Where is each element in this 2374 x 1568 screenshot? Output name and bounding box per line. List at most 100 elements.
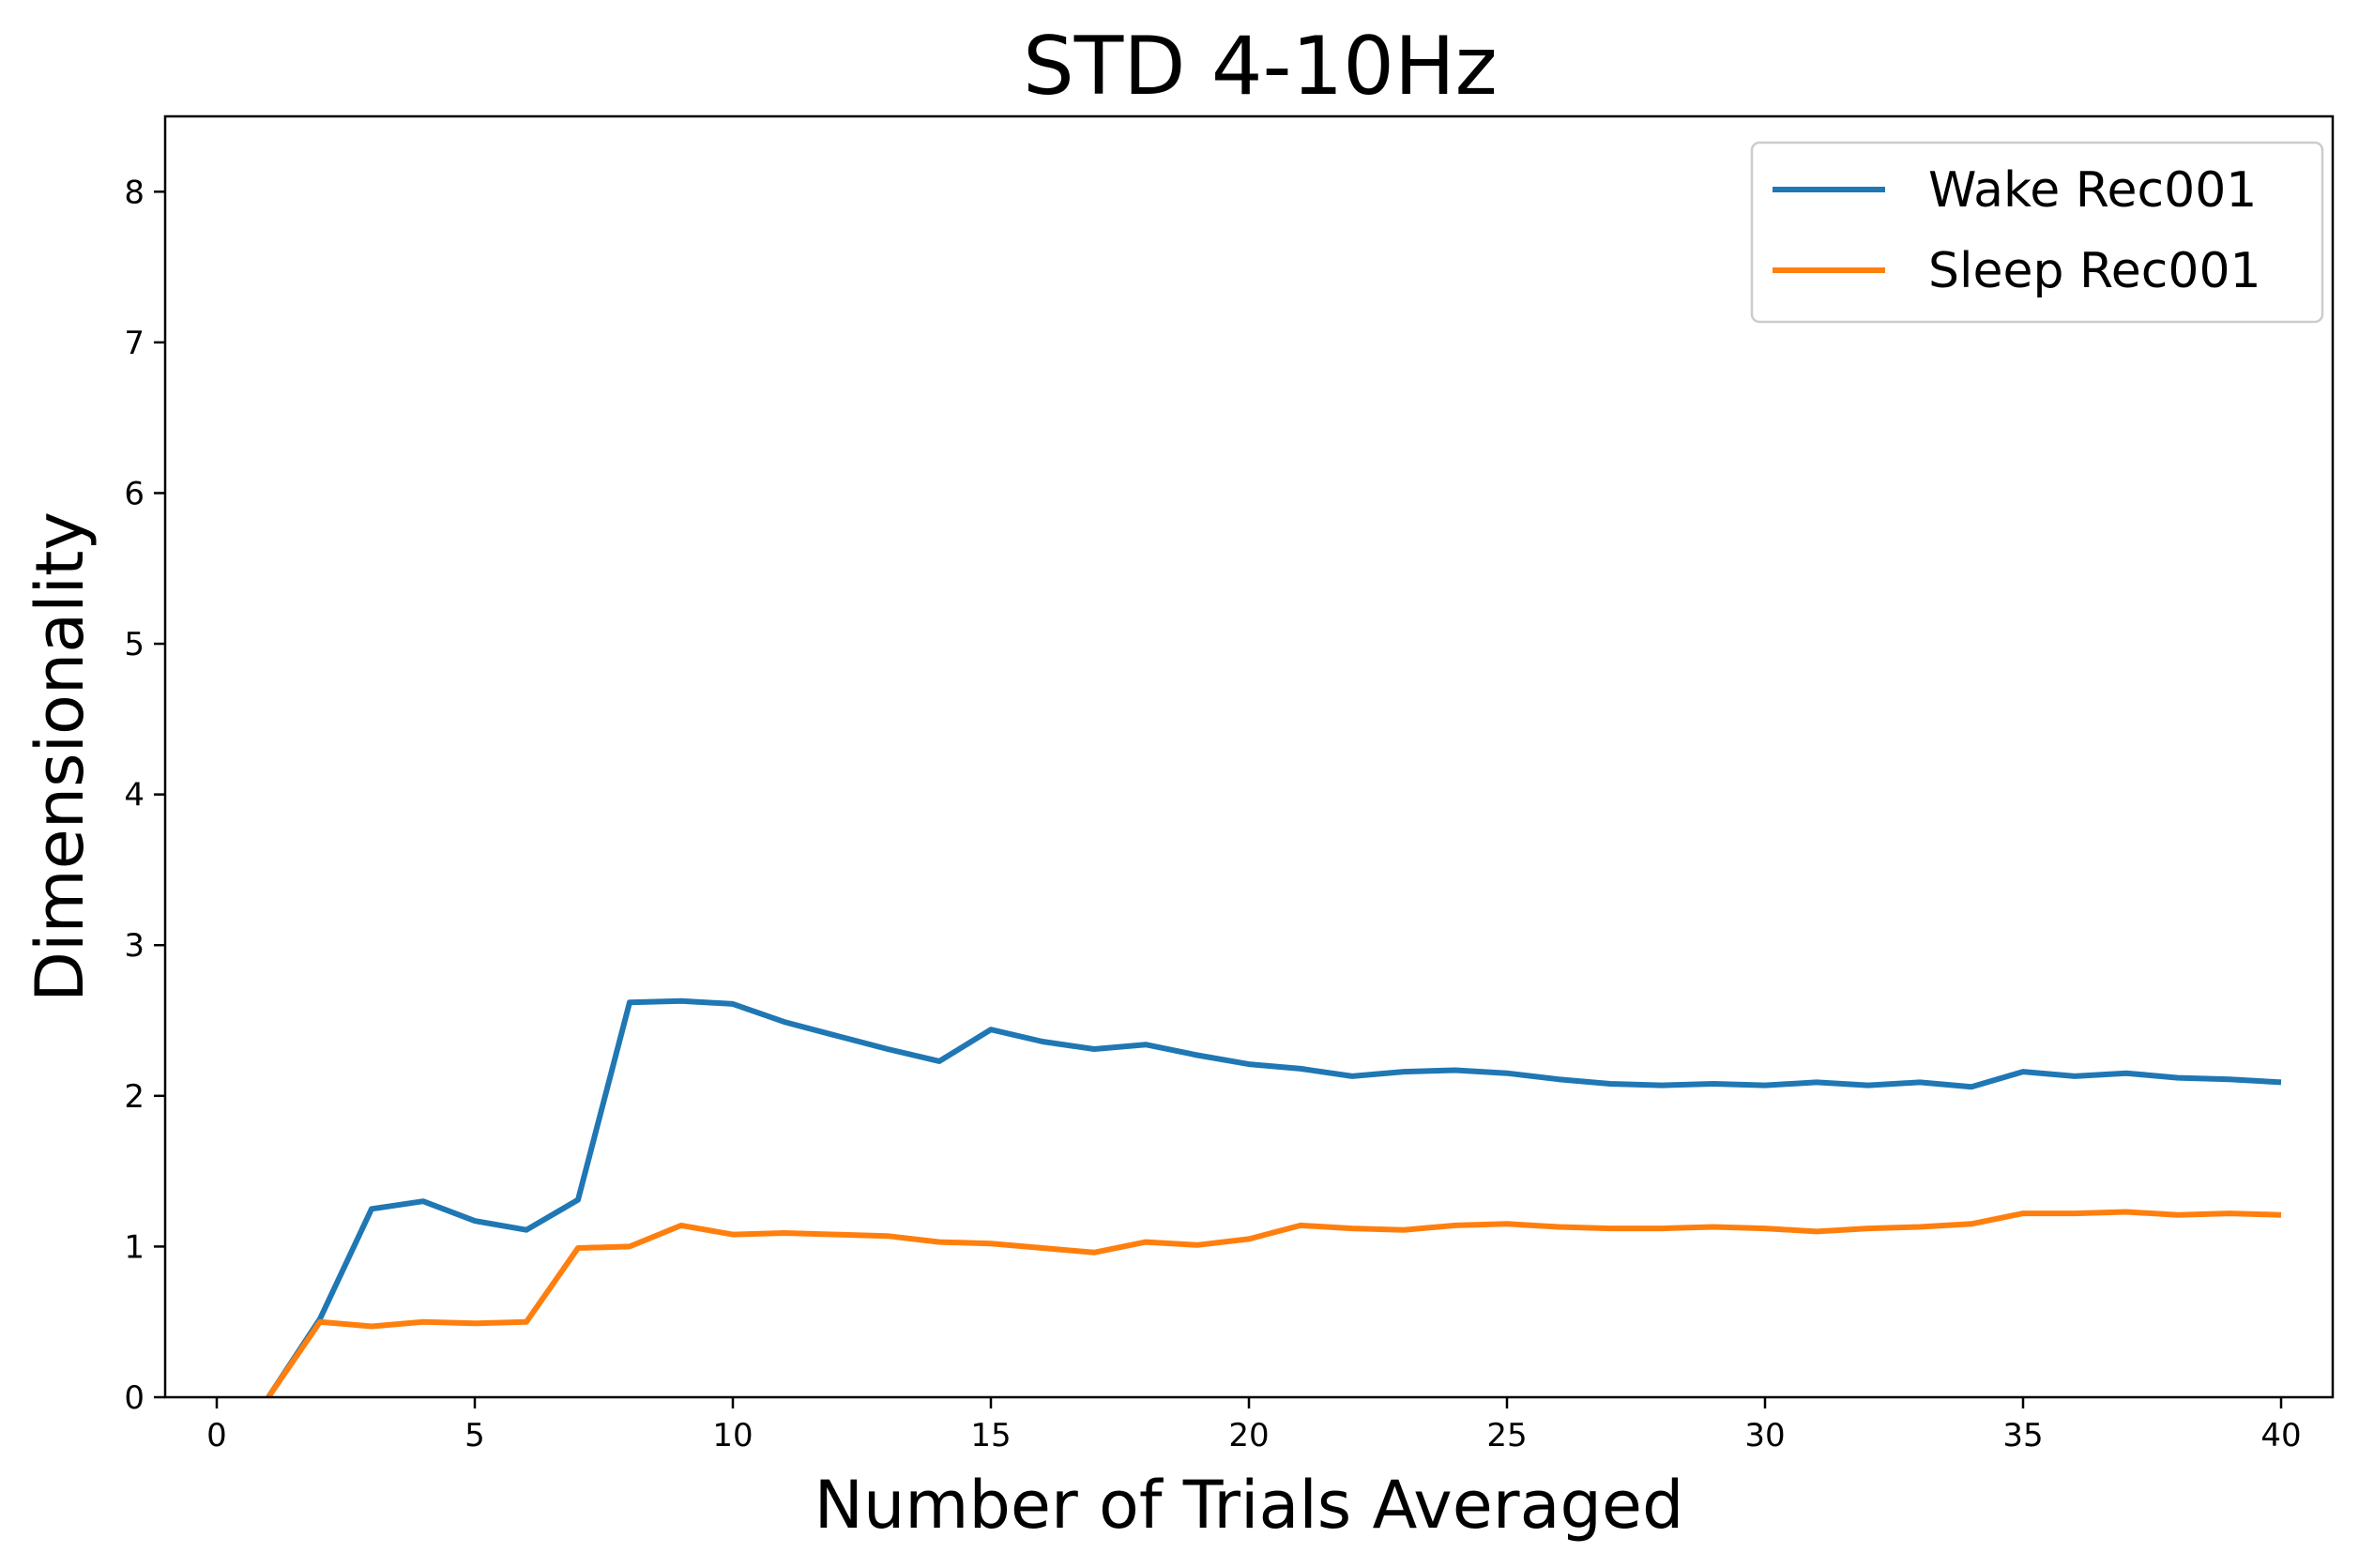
data-point: [1349, 1225, 1355, 1231]
x-tick-label: 25: [1486, 1417, 1527, 1454]
data-point: [1865, 1083, 1871, 1088]
data-point: [1246, 1061, 1252, 1067]
data-point: [2175, 1212, 2181, 1218]
data-point: [678, 1223, 684, 1228]
data-point: [2175, 1075, 2181, 1081]
x-tick-label: 20: [1228, 1417, 1269, 1454]
chart-title: STD 4-10Hz: [1023, 20, 1498, 114]
series-1: [266, 997, 2284, 1397]
x-tick-label: 0: [206, 1417, 227, 1454]
plot-area: [266, 997, 2284, 1397]
legend: Wake Rec001 Sleep Rec001: [1750, 141, 2324, 324]
data-point: [1195, 1052, 1200, 1058]
data-point: [1762, 1225, 1768, 1231]
data-point: [833, 1232, 839, 1238]
data-point: [2278, 1079, 2284, 1085]
y-tick-label: 6: [124, 475, 145, 512]
data-point: [1917, 1079, 1923, 1085]
data-point: [1556, 1225, 1561, 1230]
data-point: [472, 1218, 478, 1224]
data-point: [575, 1245, 581, 1251]
y-tick-label: 4: [124, 777, 145, 814]
data-point: [1453, 1068, 1458, 1073]
y-axis-label: Dimensionality: [22, 511, 99, 1002]
data-point: [317, 1319, 323, 1325]
data-point: [1298, 1066, 1303, 1072]
x-tick-label: 35: [2002, 1417, 2043, 1454]
legend-box: [1750, 141, 2324, 324]
data-point: [1504, 1221, 1510, 1226]
data-point: [524, 1319, 529, 1325]
data-point: [575, 1197, 581, 1203]
data-point: [472, 1320, 478, 1326]
data-point: [1453, 1223, 1458, 1228]
data-point: [833, 1033, 839, 1039]
y-tick-label: 5: [124, 626, 145, 663]
data-point: [1091, 1046, 1097, 1052]
legend-label: Wake Rec001: [1928, 162, 2257, 219]
data-point: [2072, 1073, 2077, 1079]
y-tick-label: 3: [124, 927, 145, 965]
series-line: [266, 1209, 2282, 1397]
data-point: [2072, 1210, 2077, 1216]
data-point: [730, 1232, 736, 1238]
data-point: [1659, 1225, 1665, 1231]
legend-item: Wake Rec001: [1773, 162, 2257, 219]
data-point: [1195, 1242, 1200, 1248]
data-point: [627, 999, 632, 1005]
y-tick-label: 7: [124, 325, 145, 362]
data-point: [2123, 1071, 2129, 1076]
data-point: [885, 1046, 890, 1052]
y-tick-label: 2: [124, 1078, 145, 1116]
data-point: [1711, 1225, 1716, 1230]
data-point: [1865, 1225, 1871, 1231]
data-point: [1143, 1042, 1149, 1047]
data-point: [1711, 1081, 1716, 1087]
data-point: [1969, 1221, 1974, 1226]
data-point: [524, 1227, 529, 1233]
data-point: [627, 1243, 632, 1249]
data-point: [369, 1324, 374, 1330]
data-point: [1401, 1069, 1407, 1074]
legend-label: Sleep Rec001: [1928, 243, 2261, 299]
legend-item: Sleep Rec001: [1773, 243, 2261, 299]
y-axis: 0 1 2 3 4 5 6 7 8: [124, 174, 165, 1417]
data-point: [885, 1233, 890, 1239]
data-point: [1091, 1250, 1097, 1256]
x-tick-label: 5: [464, 1417, 485, 1454]
data-point: [1659, 1083, 1665, 1088]
x-tick-label: 10: [712, 1417, 753, 1454]
data-point: [1556, 1076, 1561, 1082]
data-point: [936, 1058, 942, 1064]
data-point: [2123, 1209, 2129, 1214]
data-point: [420, 1319, 426, 1325]
series-line: [266, 997, 2282, 1397]
data-point: [2020, 1069, 2026, 1074]
x-tick-label: 30: [1744, 1417, 1785, 1454]
data-point: [2278, 1212, 2284, 1218]
data-point: [782, 1230, 787, 1236]
data-point: [1143, 1240, 1149, 1245]
data-point: [988, 1027, 994, 1032]
data-point: [1814, 1228, 1819, 1234]
series-2: [266, 1209, 2284, 1397]
data-point: [1969, 1084, 1974, 1089]
data-point: [730, 1001, 736, 1007]
x-axis-label: Number of Trials Averaged: [814, 1467, 1684, 1544]
data-point: [988, 1241, 994, 1246]
data-point: [1762, 1083, 1768, 1088]
y-tick-label: 0: [124, 1379, 145, 1417]
data-point: [1504, 1071, 1510, 1076]
data-point: [420, 1198, 426, 1204]
data-point: [1607, 1081, 1613, 1087]
data-point: [1246, 1236, 1252, 1241]
x-axis: 0 5 10 15 20 25 30 35 40: [206, 1397, 2302, 1454]
y-tick-label: 1: [124, 1228, 145, 1266]
data-point: [1349, 1073, 1355, 1079]
x-tick-label: 40: [2260, 1417, 2301, 1454]
data-point: [1040, 1245, 1045, 1251]
data-point: [1298, 1223, 1303, 1228]
data-point: [369, 1206, 374, 1211]
data-point: [1401, 1227, 1407, 1233]
